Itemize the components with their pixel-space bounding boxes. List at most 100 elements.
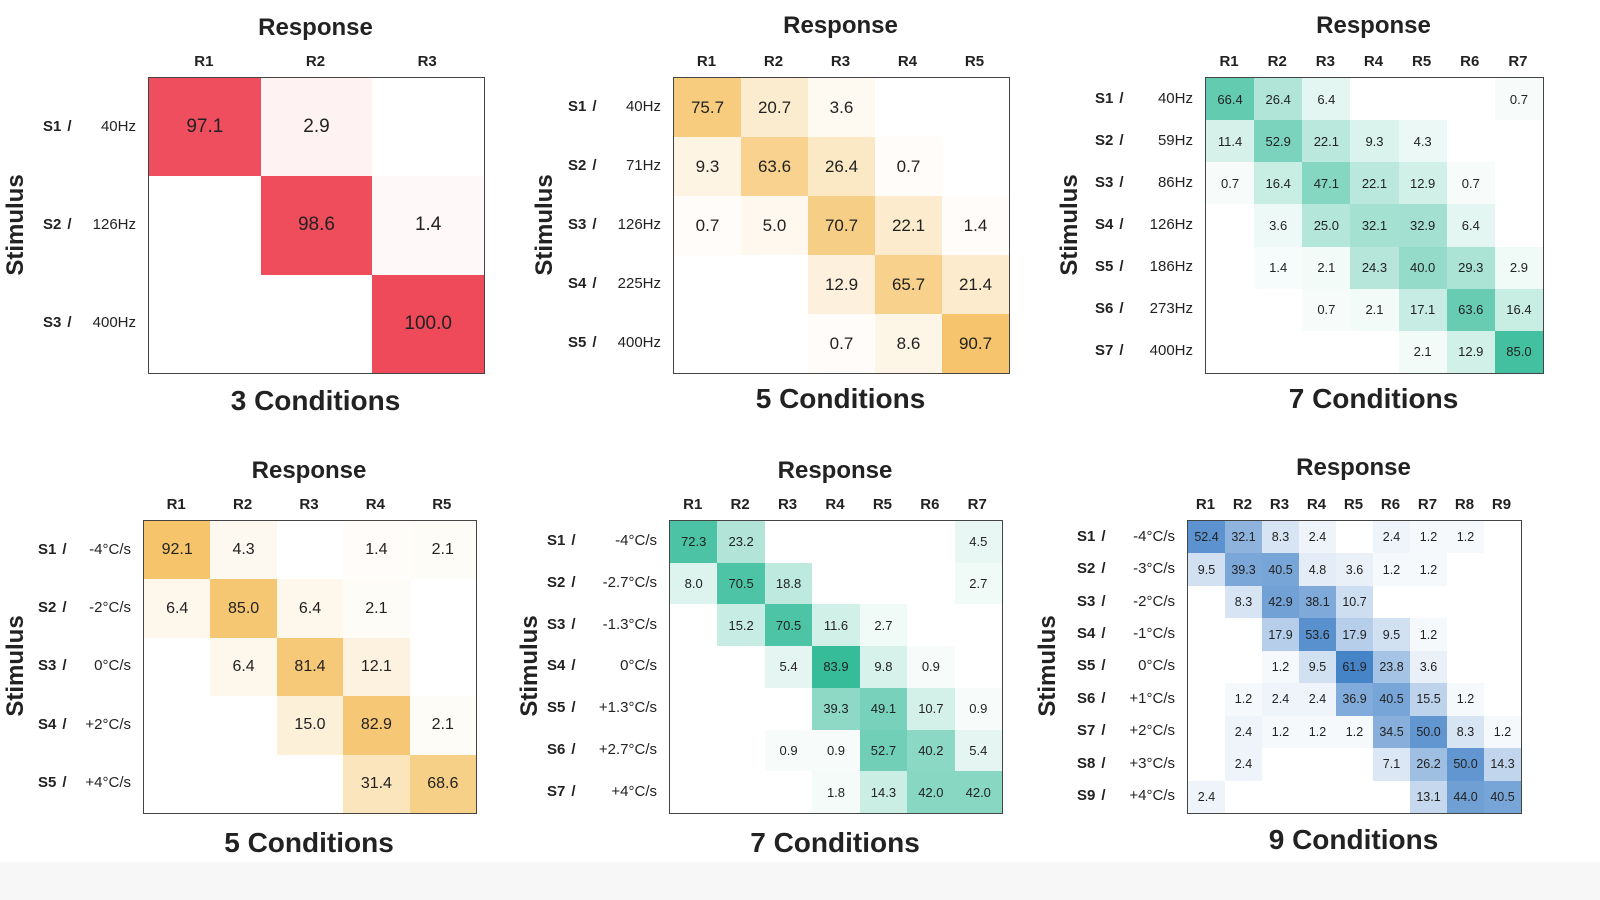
heatmap-grid: 97.1 2.9 98.6 1.4 100.0 [148, 77, 485, 374]
separator: / [1101, 657, 1106, 675]
separator: / [592, 157, 597, 174]
stimulus-id: S6 [547, 740, 566, 758]
heatmap-cell: 9.5 [1188, 553, 1225, 586]
separator: / [1119, 131, 1124, 149]
stimulus-value: 126Hz [92, 215, 136, 233]
heatmap-cell: 15.0 [276, 696, 344, 755]
heatmap-cell: 12.9 [1446, 330, 1495, 373]
chart-title: 3 Conditions [230, 385, 401, 416]
separator: / [592, 275, 597, 292]
stimulus-value: 40Hz [1157, 89, 1193, 107]
heatmap-cell: 66.4 [1206, 78, 1255, 121]
heatmap-cell: 38.1 [1299, 585, 1336, 619]
column-label: R6 [1380, 496, 1401, 513]
heatmap-cell: 20.7 [741, 78, 808, 137]
row-label: S7 / 400Hz [1095, 330, 1193, 372]
row-label: S4 / +2°C/s [38, 695, 131, 753]
column-label: R2 [1232, 496, 1253, 513]
heatmap-cell: 6.4 [1302, 78, 1351, 121]
heatmap-cell: 61.9 [1336, 650, 1373, 684]
heatmap-cell: 1.2 [1410, 521, 1447, 554]
heatmap-cell: 31.4 [343, 754, 410, 813]
separator: / [592, 216, 597, 233]
stimulus-id: S2 [38, 599, 57, 617]
heatmap-cell: 17.9 [1262, 618, 1299, 651]
row-label: S3 / 86Hz [1095, 161, 1193, 203]
heatmap-cell: 65.7 [875, 255, 942, 314]
row-label: S4 / -1°C/s [1077, 617, 1175, 649]
row-label: S5 / 186Hz [1095, 246, 1193, 288]
separator: / [1101, 560, 1106, 578]
heatmap-cell: 1.4 [942, 196, 1009, 255]
heatmap-cell: 13.1 [1410, 780, 1447, 813]
column-label: R7 [1508, 53, 1528, 70]
heatmap-cell: 4.5 [954, 521, 1002, 563]
heatmap-cell: 6.4 [210, 637, 277, 697]
heatmap-cell: 47.1 [1302, 162, 1351, 205]
heatmap-cell: 12.9 [808, 255, 875, 314]
column-label: R2 [232, 496, 253, 513]
heatmap-cell: 1.4 [343, 521, 410, 580]
heatmap-cell: 40.5 [1373, 683, 1410, 716]
heatmap-cell: 53.6 [1299, 618, 1336, 651]
column-label: R5 [872, 496, 892, 513]
row-label: S2 / -2°C/s [38, 578, 131, 636]
y-axis-title: Stimulus [1034, 615, 1061, 717]
heatmap-grid: 66.4 26.4 6.4 0.7 11.4 52.9 22.1 9.3 4.3 0.7 16.4 4… [1205, 77, 1544, 374]
y-axis-title: Stimulus [531, 173, 558, 276]
stimulus-id: S1 [38, 540, 57, 558]
heatmap-cell: 1.8 [812, 771, 860, 813]
stimulus-id: S3 [1077, 592, 1096, 610]
row-label: S6 / 273Hz [1095, 288, 1193, 330]
heatmap-cell: 40.5 [1484, 780, 1521, 813]
heatmap-cell: 0.7 [1494, 78, 1543, 121]
row-label: S5 / 400Hz [568, 313, 661, 372]
separator: / [1119, 89, 1124, 107]
stimulus-id: S3 [1095, 173, 1114, 191]
stimulus-value: +4°C/s [1129, 787, 1175, 805]
heatmap-cell: 14.3 [1484, 748, 1521, 781]
heatmap-cell: 15.5 [1410, 683, 1447, 716]
stimulus-id: S1 [568, 98, 587, 115]
x-axis-title: Response [777, 457, 893, 484]
heatmap-cell: 82.9 [343, 696, 410, 755]
stimulus-id: S6 [1095, 300, 1114, 318]
heatmap-cell: 85.0 [210, 579, 277, 638]
heatmap-cell: 26.4 [808, 137, 875, 196]
heatmap-cell: 9.8 [859, 646, 908, 688]
heatmap-cell: 6.4 [1446, 204, 1495, 247]
row-label: S1 / 40Hz [1095, 77, 1193, 119]
heatmap-cell: 0.9 [954, 687, 1002, 730]
stimulus-id: S4 [38, 715, 57, 733]
column-label: R1 [696, 53, 717, 70]
row-label: S7 / +2°C/s [1077, 715, 1175, 747]
row-label: S1 / 40Hz [43, 77, 136, 175]
heatmap-cell: 2.9 [1494, 246, 1543, 289]
y-axis-title: Stimulus [2, 615, 29, 717]
heatmap-cell: 97.1 [149, 78, 261, 177]
heatmap-cell: 50.0 [1410, 715, 1447, 749]
row-label: S2 / -2.7°C/s [547, 562, 657, 604]
heatmap-cell: 1.2 [1447, 683, 1484, 716]
heatmap-cell: 1.2 [1299, 715, 1336, 749]
separator: / [62, 599, 67, 617]
heatmap-cell: 44.0 [1447, 780, 1484, 813]
separator: / [1101, 592, 1106, 610]
column-label: R3 [1269, 496, 1290, 513]
row-label: S5 / 0°C/s [1077, 650, 1175, 682]
row-label: S2 / -3°C/s [1077, 552, 1175, 584]
heatmap-cell: 2.4 [1373, 521, 1410, 554]
separator: / [62, 774, 67, 792]
stimulus-value: -2°C/s [1133, 592, 1175, 610]
heatmap-cell: 2.1 [409, 521, 476, 580]
stimulus-value: 400Hz [1149, 342, 1193, 360]
separator: / [1101, 689, 1106, 707]
heatmap-cell: 23.2 [717, 521, 765, 563]
heatmap-cell: 50.0 [1447, 748, 1484, 781]
heatmap-cell: 12.9 [1398, 162, 1447, 205]
stimulus-id: S2 [43, 215, 62, 233]
heatmap-cell: 72.3 [670, 521, 718, 563]
heatmap-cell: 7.1 [1373, 748, 1410, 781]
heatmap-cell: 0.7 [1206, 162, 1255, 205]
